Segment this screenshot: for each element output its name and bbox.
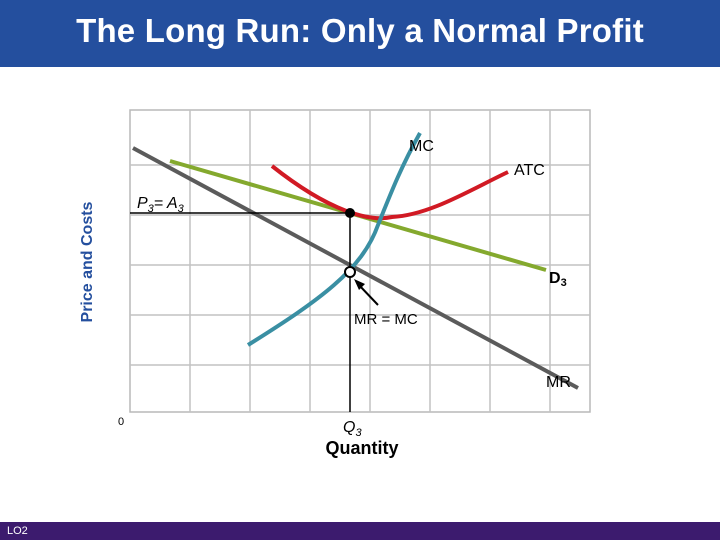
price-atc-point [345,208,355,218]
title-bar [0,0,720,67]
mr-equals-mc-label: MR = MC [354,311,418,328]
chart-markers [130,208,379,412]
plot-area [129,109,591,413]
atc-curve [270,164,509,221]
mr-curve [132,146,579,390]
mr-mc-arrowhead [354,279,365,290]
demand-curve-label: D3 [549,270,567,289]
mc-curve [246,132,422,347]
atc-curve-label: ATC [514,162,545,179]
mc-curve-label: MC [409,138,434,155]
chart-curves [132,132,579,390]
slide-title: The Long Run: Only a Normal Profit [76,12,644,49]
origin-label: 0 [118,416,124,428]
footer-label: LO2 [7,525,28,537]
price-equals-atc-label: P3= A3 [137,195,185,215]
x-axis-label: Quantity [325,438,398,458]
footer-bar [0,522,720,540]
quantity-q3-label: Q3 [343,419,362,439]
page-number: 11-8 [666,512,688,522]
mr-curve-label: MR [546,374,571,391]
chart-grid [129,109,591,413]
mr-mc-intersection-point [344,266,356,278]
y-axis-label: Price and Costs [79,201,96,322]
